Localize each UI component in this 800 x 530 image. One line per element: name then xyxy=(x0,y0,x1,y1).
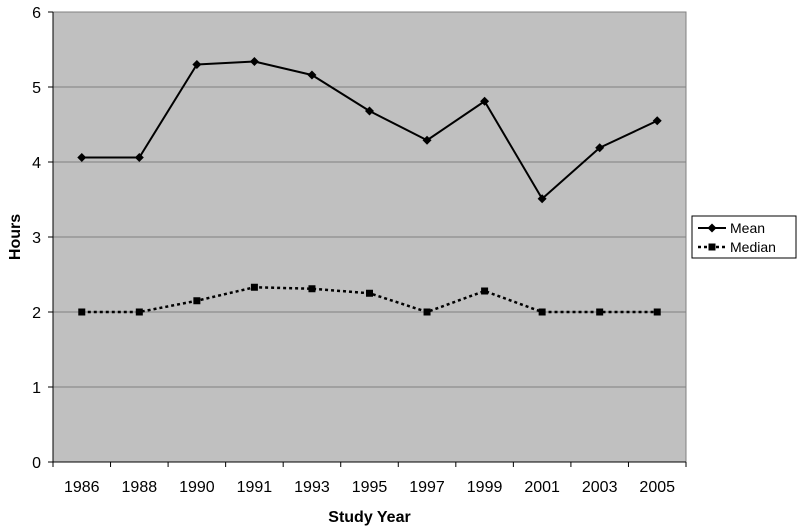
data-point-mean xyxy=(249,57,259,66)
y-tick-label: 5 xyxy=(32,80,41,97)
data-point-mean xyxy=(595,143,605,153)
x-tick-label: 1995 xyxy=(352,479,388,496)
x-tick-label: 1999 xyxy=(467,479,503,496)
axes xyxy=(48,11,687,467)
data-point-median xyxy=(135,308,143,316)
data-point-mean xyxy=(307,70,317,80)
y-tick-label: 3 xyxy=(32,230,41,247)
data-point-median xyxy=(308,285,316,293)
x-tick-label: 1991 xyxy=(237,479,273,496)
data-point-median xyxy=(366,289,373,297)
data-point-mean xyxy=(77,153,87,162)
data-point-mean xyxy=(365,106,374,116)
y-tick-label: 2 xyxy=(32,305,41,322)
legend-marker-mean xyxy=(707,223,717,233)
data-point-mean xyxy=(537,194,547,204)
data-point-mean xyxy=(652,116,662,126)
series-markers xyxy=(77,57,662,316)
x-tick-labels: 1986 1988 1990 1991 1993 1995 1997 1999 2001 2003… xyxy=(64,479,675,496)
y-tick-label: 0 xyxy=(32,455,41,472)
legend-label-mean: Mean xyxy=(730,220,765,236)
legend-marker-median xyxy=(708,243,716,251)
data-point-median xyxy=(538,308,546,316)
legend-label-median: Median xyxy=(730,239,776,255)
data-point-median xyxy=(423,308,431,316)
legend: Mean Median xyxy=(691,215,797,259)
x-tick-label: 1997 xyxy=(409,479,445,496)
y-axis-title: Hours xyxy=(7,214,24,260)
x-tick-label: 2005 xyxy=(639,479,675,496)
data-point-median xyxy=(596,308,604,316)
x-tick-label: 1988 xyxy=(122,479,158,496)
x-axis-title: Study Year xyxy=(328,509,410,526)
data-point-median xyxy=(78,308,86,316)
x-tick-label: 2003 xyxy=(582,479,618,496)
legend-box xyxy=(691,215,797,259)
y-tick-labels: 0 1 2 3 4 5 6 xyxy=(32,5,41,472)
data-point-mean xyxy=(134,153,144,162)
data-point-mean xyxy=(192,60,202,69)
x-tick-label: 2001 xyxy=(524,479,560,496)
y-tick-label: 1 xyxy=(32,380,41,397)
y-tick-label: 6 xyxy=(32,5,41,22)
data-point-mean xyxy=(480,96,490,106)
data-point-median xyxy=(250,283,258,291)
data-point-median xyxy=(653,308,661,316)
x-tick-label: 1986 xyxy=(64,479,100,496)
data-point-median xyxy=(481,287,489,295)
x-tick-label: 1993 xyxy=(294,479,330,496)
data-point-mean xyxy=(422,135,432,145)
y-tick-label: 4 xyxy=(32,155,41,172)
x-tick-label: 1990 xyxy=(179,479,215,496)
data-point-median xyxy=(193,297,201,305)
